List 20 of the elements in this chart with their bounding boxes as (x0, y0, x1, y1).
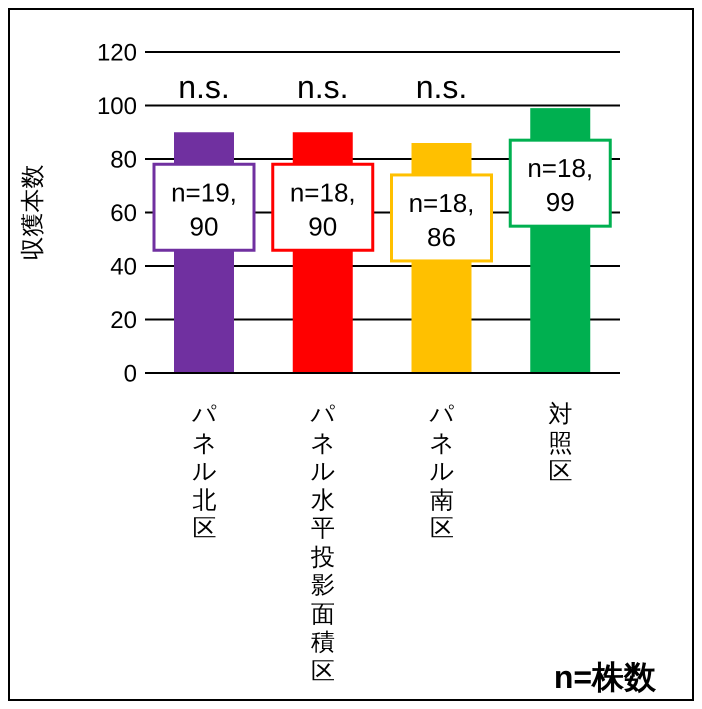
x-tick-label: 対照区 (548, 401, 574, 486)
y-tick-label: 80 (110, 146, 137, 174)
data-label: n=18, 90 (290, 177, 356, 242)
data-label: n=18, 99 (527, 153, 594, 218)
x-tick-label: パネル南区 (428, 401, 455, 544)
y-tick-label: 60 (110, 200, 137, 228)
y-tick-label: 0 (124, 360, 137, 388)
y-tick-label: 20 (110, 307, 137, 334)
text: n=株数 (554, 659, 658, 695)
y-tick-label: 40 (110, 254, 137, 281)
y-tick-label: 120 (96, 40, 137, 67)
category-label: パネル水平投影面積区 (310, 401, 336, 684)
data-label: n=18, 86 (408, 188, 474, 252)
data-label: n=19, 90 (171, 177, 237, 242)
y-tick-label: 100 (96, 93, 137, 120)
annotation: n.s. (296, 69, 349, 105)
annotation: n.s. (416, 69, 468, 105)
annotation: n.s. (178, 69, 230, 105)
x-tick-label: パネル北区 (191, 401, 218, 544)
y-axis-title: 収獲本数 (20, 164, 47, 260)
